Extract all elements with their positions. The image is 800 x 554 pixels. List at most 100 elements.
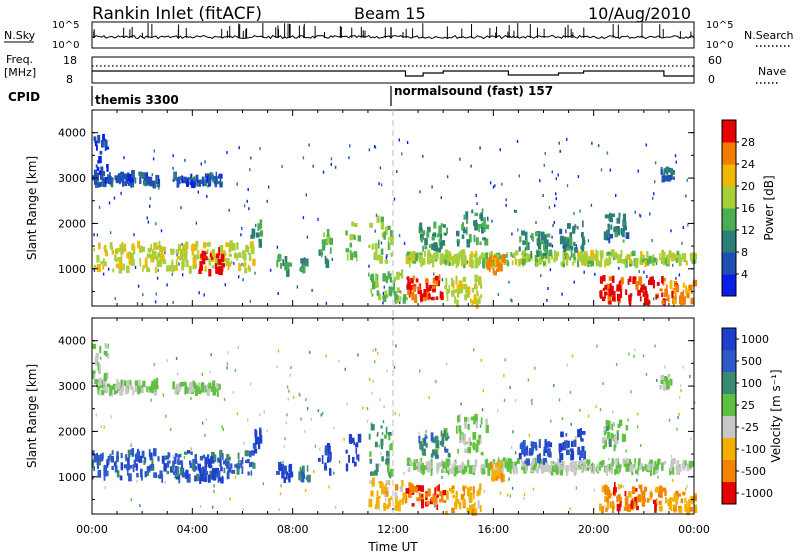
heatmap-cell [130,498,132,502]
heatmap-cell [147,220,150,224]
freq-tick-top: 18 [63,54,77,67]
heatmap-cell [525,465,528,473]
heatmap-cell [96,166,100,171]
heatmap-cell [208,269,212,277]
heatmap-cell [206,257,211,261]
colorbar-tick-label: 16 [741,202,755,215]
heatmap-cell [672,479,674,482]
heatmap-cell [597,463,599,472]
heatmap-cell [464,229,467,234]
heatmap-cell [362,406,364,410]
heatmap-cell [146,471,150,476]
heatmap-cell [92,459,95,469]
heatmap-cell [134,380,138,386]
heatmap-cell [530,468,535,473]
heatmap-cell [98,205,101,209]
heatmap-cell [93,248,96,252]
heatmap-cell [201,372,204,376]
heatmap-cell [554,252,558,261]
heatmap-cell [653,192,655,196]
heatmap-cell [464,294,468,301]
heatmap-cell [604,436,607,441]
heatmap-cell [388,236,390,241]
heatmap-cell [459,286,463,294]
heatmap-cell [396,170,398,173]
heatmap-cell [481,227,484,234]
heatmap-cell [570,440,574,447]
heatmap-cell [536,454,541,463]
heatmap-cell [259,434,263,444]
heatmap-cell [116,470,120,478]
heatmap-cell [284,437,286,441]
heatmap-cell [136,302,139,306]
heatmap-cell [411,488,414,494]
heatmap-cell [247,418,249,422]
heatmap-cell [634,496,638,506]
time-axis-label: Time UT [367,540,418,554]
heatmap-cell [582,255,585,262]
heatmap-cell [543,465,547,470]
heatmap-cell [661,374,664,382]
heatmap-cell [321,455,324,464]
heatmap-cell [145,265,148,269]
heatmap-cell [155,292,157,296]
heatmap-cell [457,254,461,260]
heatmap-cell [476,490,479,497]
heatmap-cell [573,212,575,216]
colorbar-swatch [722,460,736,483]
heatmap-cell [465,291,470,298]
heatmap-cell [537,233,541,239]
heatmap-cell [652,257,657,263]
heatmap-cell [412,275,415,281]
heatmap-cell [421,466,424,474]
nsearch-label: N.Search [744,29,794,42]
heatmap-cell [550,419,552,423]
heatmap-cell [99,345,102,354]
heatmap-cell [645,143,647,147]
heatmap-cell [178,176,181,185]
heatmap-cell [472,493,475,500]
heatmap-cell [180,206,182,210]
heatmap-cell [641,495,645,501]
heatmap-cell [351,221,355,227]
heatmap-cell [162,246,167,252]
heatmap-cell [166,265,169,272]
heatmap-cell [680,498,684,504]
heatmap-cell [125,454,127,462]
heatmap-cell [372,348,374,352]
heatmap-cell [175,259,178,267]
heatmap-cell [188,265,192,274]
velocity-colorbar-label: Velocity [m s⁻¹] [769,369,783,462]
heatmap-cell [109,453,112,461]
heatmap-cell [101,140,104,148]
heatmap-cell [636,495,639,503]
heatmap-cell [218,266,223,275]
x-tick-label: 00:00 [76,523,108,536]
heatmap-cell [408,292,411,298]
heatmap-cell [394,484,399,491]
heatmap-cell [489,181,492,185]
heatmap-cell [659,385,662,390]
heatmap-cell [609,501,612,508]
heatmap-cell [579,209,581,213]
heatmap-cell [608,255,610,260]
heatmap-cell [608,463,611,471]
heatmap-cell [300,267,304,272]
heatmap-cell [149,467,154,471]
heatmap-cell [368,148,371,152]
heatmap-cell [154,266,157,274]
heatmap-cell [277,254,282,261]
heatmap-cell [176,255,180,260]
heatmap-cell [474,274,478,282]
heatmap-cell [428,244,432,248]
heatmap-cell [566,449,570,456]
heatmap-cell [454,289,458,293]
heatmap-cell [507,493,509,497]
heatmap-cell [205,471,209,476]
heatmap-cell [523,493,526,496]
heatmap-cell [233,262,235,265]
heatmap-cell [566,137,568,141]
heatmap-cell [492,475,495,482]
heatmap-cell [444,249,449,258]
heatmap-cell [481,222,486,228]
